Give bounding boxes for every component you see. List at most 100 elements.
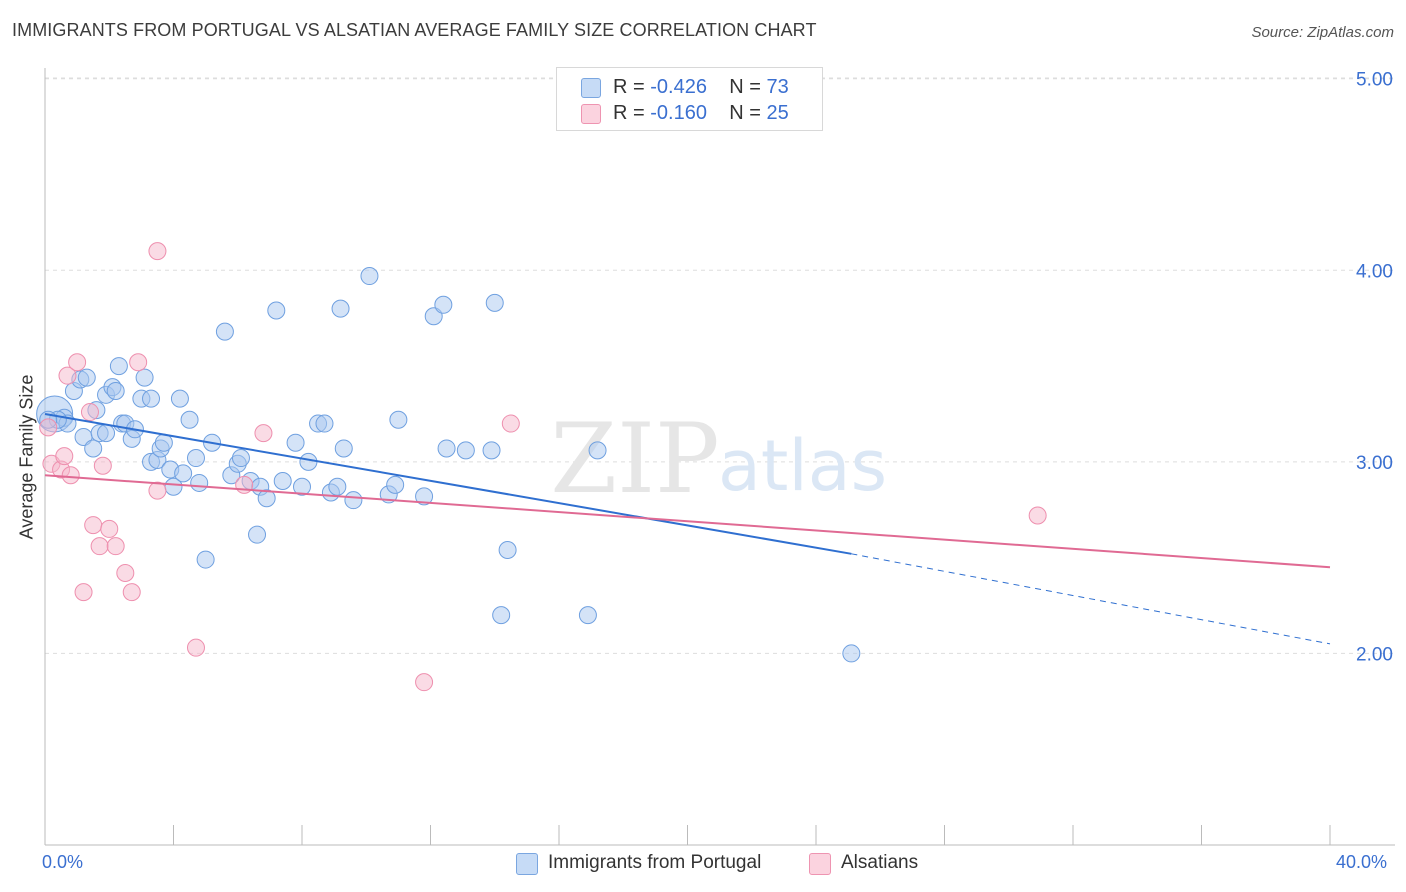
point-portugal	[482, 441, 501, 460]
point-portugal	[286, 433, 305, 452]
y-tick-labels: 2.00 3.00 4.00 5.00	[1356, 70, 1393, 666]
stats-r-label: R =	[613, 102, 651, 124]
point-alsatian	[129, 353, 148, 372]
point-alsatian	[74, 583, 93, 602]
source-label: Source: ZipAtlas.com	[1251, 24, 1394, 41]
stats-n-label: N =	[729, 102, 767, 124]
point-portugal	[215, 322, 234, 341]
x-tick-label-min: 0.0%	[42, 852, 84, 872]
y-tick-label: 2.00	[1356, 644, 1393, 665]
point-alsatian	[254, 424, 273, 443]
watermark-atlas: atlas	[718, 425, 887, 507]
point-portugal	[492, 606, 511, 625]
chart-title: IMMIGRANTS FROM PORTUGAL VS ALSATIAN AVE…	[12, 20, 817, 40]
point-alsatian	[148, 242, 167, 261]
stats-r-value: -0.160	[650, 102, 707, 124]
point-portugal	[434, 295, 453, 314]
point-alsatian	[39, 418, 58, 437]
point-portugal	[299, 452, 318, 471]
trend-lines	[44, 412, 1331, 645]
point-portugal	[231, 449, 250, 468]
gridlines	[45, 77, 1395, 654]
point-portugal	[154, 433, 173, 452]
point-portugal	[190, 473, 209, 492]
point-portugal	[248, 525, 267, 544]
point-portugal	[106, 381, 125, 400]
point-portugal	[267, 301, 286, 320]
point-portugal	[588, 441, 607, 460]
point-alsatian	[61, 466, 80, 485]
point-portugal	[578, 606, 597, 625]
point-portugal	[498, 540, 517, 559]
watermark-zip: ZIP	[550, 403, 719, 515]
stats-swatch-alsatians	[581, 104, 601, 124]
point-alsatian	[58, 366, 77, 385]
point-portugal	[389, 410, 408, 429]
point-portugal	[273, 472, 292, 491]
legend-label-portugal: Immigrants from Portugal	[548, 852, 762, 873]
stats-n-value: 25	[766, 102, 789, 124]
point-alsatian	[84, 516, 103, 535]
stats-swatch-portugal	[581, 78, 601, 98]
point-portugal	[97, 424, 116, 443]
point-portugal	[344, 491, 363, 510]
point-portugal	[77, 368, 96, 387]
stats-r-value: -0.426	[650, 76, 707, 98]
point-alsatian	[90, 537, 109, 556]
point-portugal	[170, 389, 189, 408]
point-portugal	[135, 368, 154, 387]
point-alsatian	[100, 519, 119, 538]
stats-r-label: R =	[613, 76, 651, 98]
point-portugal	[109, 357, 128, 376]
point-portugal	[334, 439, 353, 458]
axes	[44, 68, 1395, 846]
point-portugal	[293, 477, 311, 496]
y-tick-label: 3.00	[1356, 453, 1393, 474]
point-alsatian	[68, 353, 87, 372]
point-portugal	[180, 410, 199, 429]
point-portugal	[842, 644, 861, 663]
point-portugal	[331, 299, 350, 318]
watermark: ZIP atlas	[550, 403, 887, 515]
y-tick-label: 4.00	[1356, 261, 1393, 282]
legend-label-alsatians: Alsatians	[841, 852, 919, 873]
point-alsatian	[501, 414, 520, 433]
y-tick-label: 5.00	[1356, 70, 1393, 91]
point-alsatian	[80, 403, 99, 422]
point-alsatian	[122, 583, 141, 602]
point-alsatian	[1028, 506, 1047, 525]
legend-swatch-portugal	[516, 853, 538, 875]
point-alsatian	[116, 563, 135, 582]
point-portugal	[485, 293, 504, 312]
point-portugal	[84, 439, 103, 458]
point-alsatian	[148, 481, 167, 500]
point-alsatian	[415, 673, 434, 692]
point-alsatian	[93, 456, 112, 475]
point-portugal	[142, 389, 161, 408]
trend-line-alsatians	[44, 474, 1331, 569]
point-portugal	[360, 267, 379, 286]
point-portugal	[315, 414, 334, 433]
stats-n-label: N =	[729, 76, 767, 98]
legend-swatch-alsatians	[809, 853, 831, 875]
point-portugal	[415, 487, 434, 506]
point-portugal	[437, 439, 456, 458]
data-points	[36, 242, 1047, 692]
point-portugal	[174, 464, 193, 483]
stats-box: R = -0.426 N = 73 R = -0.160 N = 25	[556, 67, 823, 131]
point-portugal	[328, 477, 347, 496]
point-portugal	[257, 489, 276, 508]
point-portugal	[196, 550, 215, 569]
point-portugal	[186, 449, 205, 468]
point-alsatian	[186, 638, 205, 657]
point-portugal	[456, 441, 475, 460]
point-alsatian	[106, 537, 125, 556]
point-portugal	[386, 475, 405, 494]
trend-line-portugal	[44, 412, 852, 555]
stats-n-value: 73	[766, 76, 789, 98]
trend-line-portugal-extension	[851, 553, 1331, 645]
x-tick-label-max: 40.0%	[1336, 852, 1388, 872]
point-portugal	[424, 307, 443, 326]
point-alsatian	[55, 447, 74, 466]
